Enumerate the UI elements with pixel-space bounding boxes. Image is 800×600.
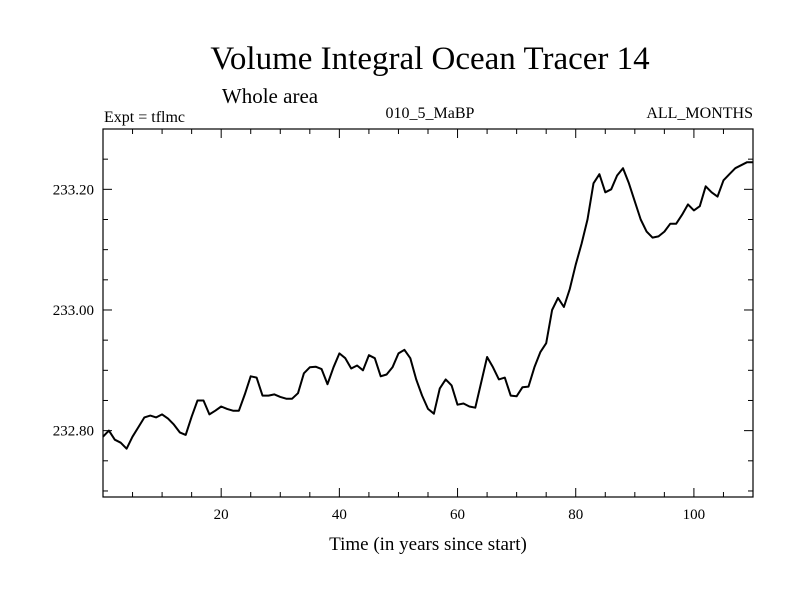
x-tick-label: 100 (683, 507, 706, 523)
x-tick-label: 40 (332, 507, 347, 523)
plot-frame (102, 128, 754, 498)
series-line-0 (102, 161, 753, 450)
x-tick-label: 60 (450, 507, 465, 523)
x-axis-label: Time (in years since start) (329, 534, 527, 555)
experiment-label: Expt = tflmc (104, 109, 185, 126)
y-tick-label: 233.00 (53, 303, 94, 319)
chart-title: Volume Integral Ocean Tracer 14 (210, 41, 649, 77)
period-label: 010_5_MaBP (386, 105, 475, 122)
axis-ticks (103, 129, 753, 497)
chart-subtitle: Whole area (222, 84, 319, 108)
x-tick-label: 80 (568, 507, 583, 523)
series-layer (102, 161, 753, 450)
x-tick-label: 20 (214, 507, 229, 523)
months-label: ALL_MONTHS (646, 105, 753, 122)
y-tick-label: 232.80 (53, 424, 94, 440)
y-tick-label: 233.20 (53, 182, 94, 198)
axis-tick-labels: 20 40 60 80 100 232.80 233.00 233.20 (53, 182, 705, 523)
